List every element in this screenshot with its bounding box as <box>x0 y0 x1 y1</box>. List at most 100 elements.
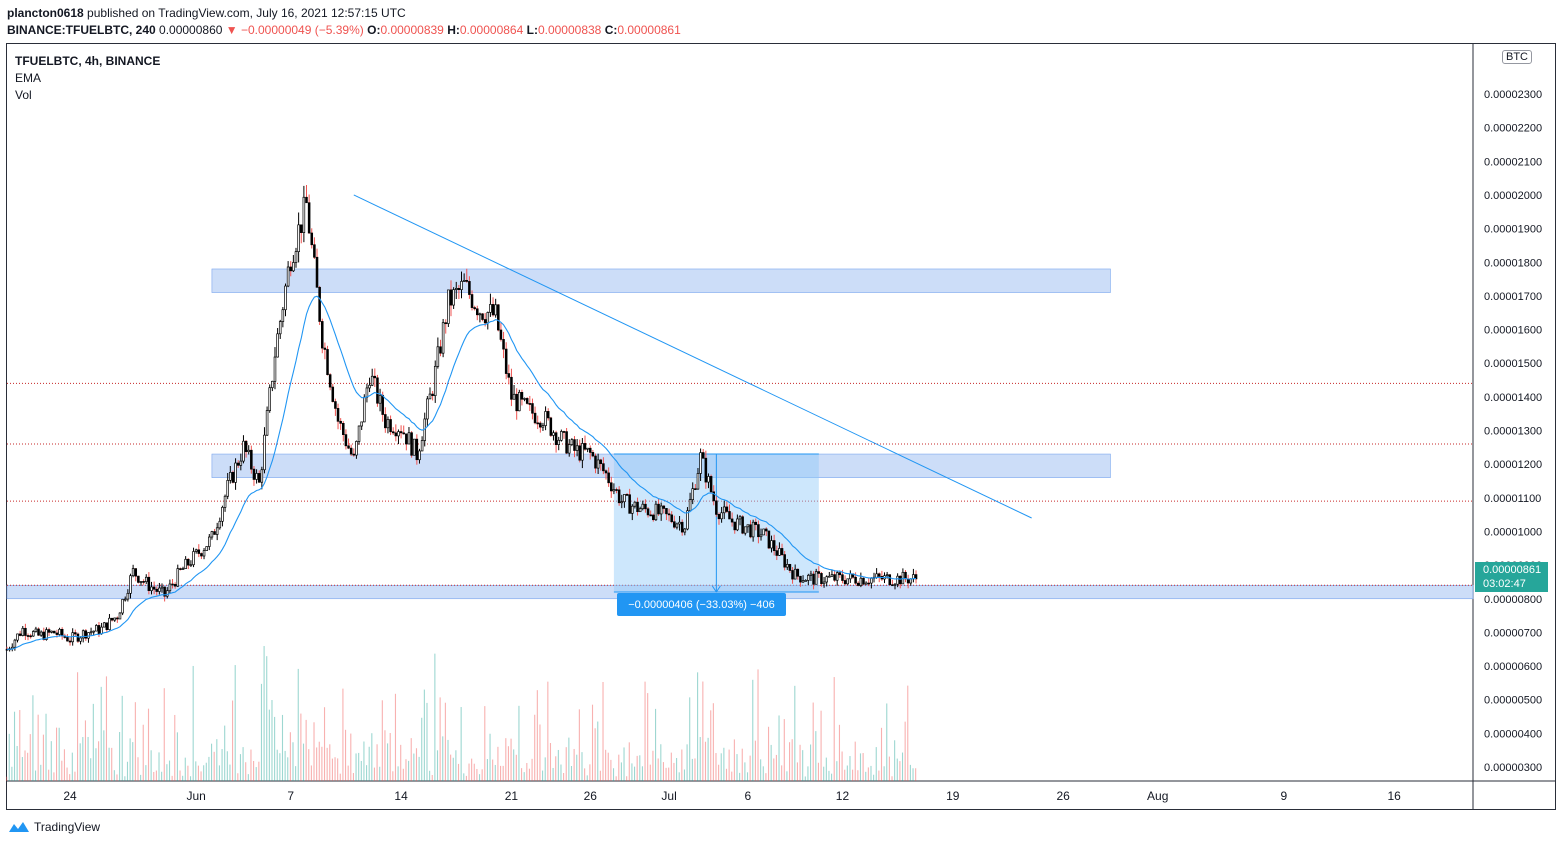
volume-bar <box>720 753 722 781</box>
candle <box>665 508 668 515</box>
legend-title[interactable]: TFUELBTC, 4h, BINANCE <box>15 54 161 68</box>
volume-bar <box>289 732 291 781</box>
candle <box>55 632 59 635</box>
volume-bar <box>397 766 399 781</box>
volume-bar <box>360 760 362 781</box>
volume-bar <box>45 713 47 781</box>
footer-brand[interactable]: TradingView <box>8 820 100 834</box>
volume-bar <box>733 739 735 781</box>
x-tick-label: 24 <box>63 789 77 803</box>
volume-bar <box>478 774 481 781</box>
candle <box>631 505 634 514</box>
candle <box>263 434 266 471</box>
volume-bar <box>287 757 289 781</box>
candle <box>765 528 768 532</box>
volume-bar <box>597 721 599 781</box>
volume-bar <box>536 690 538 781</box>
volume-bar <box>250 749 252 781</box>
candle <box>236 462 240 466</box>
volume-bar <box>547 681 549 781</box>
candle <box>694 488 697 490</box>
volume-bar <box>79 743 81 781</box>
bar-countdown: 03:02:47 <box>1483 578 1526 590</box>
candle <box>762 528 765 536</box>
x-tick-label: 12 <box>836 789 850 803</box>
measure-label: −0.00000406 (−33.03%) −406 <box>617 593 786 616</box>
candle <box>173 584 177 587</box>
volume-bar <box>636 755 638 781</box>
currency-badge[interactable]: BTC <box>1502 50 1532 64</box>
volume-bar <box>11 766 13 781</box>
volume-bar <box>581 752 583 781</box>
volume-bar <box>497 746 499 781</box>
volume-bar <box>662 762 664 781</box>
candle <box>520 392 524 400</box>
volume-bar <box>295 766 297 781</box>
volume-bar <box>707 737 709 781</box>
candle <box>578 445 582 461</box>
candle <box>26 635 30 637</box>
candle <box>833 574 836 581</box>
volume-bar <box>531 758 533 781</box>
volume-bar <box>741 748 743 781</box>
candle <box>205 546 208 551</box>
candle <box>202 550 206 557</box>
x-tick-label: 6 <box>745 789 752 803</box>
candle <box>533 412 537 424</box>
candle <box>914 574 918 580</box>
legend-vol[interactable]: Vol <box>15 88 32 102</box>
volume-bar <box>205 762 207 781</box>
candle <box>749 524 752 538</box>
candle <box>470 294 474 308</box>
candle <box>457 288 461 290</box>
volume-bar <box>429 770 431 781</box>
candle <box>804 580 807 582</box>
candle <box>859 577 863 586</box>
username[interactable]: plancton0618 <box>7 6 84 20</box>
volume-bar <box>788 742 791 781</box>
volume-bar <box>507 746 509 781</box>
candle <box>591 452 595 457</box>
volume-bar <box>292 742 294 781</box>
volume-bar <box>691 758 693 781</box>
volume-bar <box>749 755 751 781</box>
volume-bar <box>649 764 651 781</box>
footer-brand-label: TradingView <box>34 820 101 834</box>
candle <box>399 431 403 434</box>
y-tick-label: 0.00002300 <box>1484 89 1542 101</box>
candle <box>633 501 637 507</box>
volume-bar <box>602 682 604 781</box>
candle <box>221 506 224 522</box>
candle <box>289 266 293 272</box>
volume-bar <box>105 676 108 781</box>
volume-bar <box>652 750 654 781</box>
volume-bar <box>253 760 255 781</box>
candle <box>242 440 245 462</box>
volume-bar <box>484 706 486 781</box>
volume-bar <box>686 744 688 781</box>
candle <box>255 473 258 480</box>
price-zone <box>211 268 1111 293</box>
candle <box>355 441 358 456</box>
candle <box>320 321 324 349</box>
volume-bar <box>526 763 528 781</box>
volume-bar <box>337 758 339 781</box>
volume-bar <box>258 761 260 781</box>
open-value: 0.00000839 <box>380 23 444 37</box>
candle <box>294 251 298 263</box>
candle <box>268 387 271 411</box>
volume-bar <box>605 749 607 781</box>
volume-bar <box>573 748 575 781</box>
candle <box>60 628 64 637</box>
volume-bar <box>599 770 601 781</box>
volume-bar <box>838 724 841 781</box>
volume-bar <box>486 759 488 781</box>
volume-bar <box>389 733 391 781</box>
volume-bar <box>657 758 659 781</box>
legend-ema[interactable]: EMA <box>15 71 42 85</box>
high-label: H: <box>447 23 460 37</box>
volume-bar <box>452 757 454 781</box>
candle <box>754 521 758 525</box>
volume-bar <box>187 765 189 781</box>
